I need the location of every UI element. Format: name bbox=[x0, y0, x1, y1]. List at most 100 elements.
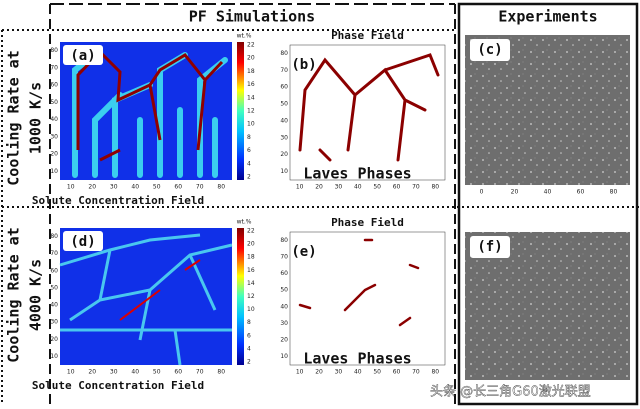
colorbar-tick-label: 14 bbox=[247, 280, 255, 287]
caption: Solute Concentration Field bbox=[32, 194, 204, 207]
x-tick-label: 70 bbox=[196, 184, 204, 191]
y-tick-label: 20 bbox=[280, 151, 288, 158]
colorbar bbox=[237, 228, 244, 365]
x-tick-label: 20 bbox=[315, 184, 323, 191]
colorbar-tick-label: 16 bbox=[247, 267, 255, 274]
x-tick-label: 20 bbox=[88, 369, 96, 376]
y-tick-label: 40 bbox=[50, 116, 58, 123]
y-tick-label: 40 bbox=[280, 303, 288, 310]
colorbar-tick-label: 4 bbox=[247, 160, 251, 167]
panel-title: Phase Field bbox=[331, 216, 404, 229]
y-tick-label: 10 bbox=[280, 168, 288, 175]
colorbar-tick-label: 8 bbox=[247, 319, 251, 326]
y-tick-label: 10 bbox=[50, 353, 58, 360]
y-tick-label: 10 bbox=[50, 168, 58, 175]
y-tick-label: 60 bbox=[50, 82, 58, 89]
colorbar-tick-label: 20 bbox=[247, 241, 255, 248]
y-tick-label: 80 bbox=[280, 50, 288, 57]
x-tick-label: 10 bbox=[296, 184, 304, 191]
y-tick-label: 20 bbox=[50, 336, 58, 343]
colorbar-unit: wt.% bbox=[237, 33, 252, 40]
x-tick-label: 40 bbox=[131, 184, 139, 191]
colorbar-tick-label: 12 bbox=[247, 108, 255, 115]
panel-label-bg bbox=[470, 236, 510, 258]
y-tick-label: 20 bbox=[280, 337, 288, 344]
colorbar-tick-label: 6 bbox=[247, 147, 251, 154]
y-tick-label: 60 bbox=[280, 270, 288, 277]
x-tick-label: 80 bbox=[217, 369, 225, 376]
colorbar-tick-label: 22 bbox=[247, 42, 255, 49]
x-tick-label: 60 bbox=[393, 369, 401, 376]
panel-title: Phase Field bbox=[331, 29, 404, 42]
x-tick-label: 40 bbox=[131, 369, 139, 376]
y-tick-label: 70 bbox=[50, 64, 58, 71]
panel-label-bg bbox=[63, 45, 103, 65]
y-tick-label: 20 bbox=[50, 151, 58, 158]
y-tick-label: 30 bbox=[50, 133, 58, 140]
x-tick-label: 70 bbox=[196, 369, 204, 376]
x-tick-label: 80 bbox=[217, 184, 225, 191]
x-tick-label: 20 bbox=[315, 369, 323, 376]
row-label: Cooling Rate at bbox=[5, 227, 23, 362]
colorbar-tick-label: 16 bbox=[247, 81, 255, 88]
y-tick-label: 80 bbox=[280, 237, 288, 244]
x-tick-label: 60 bbox=[174, 184, 182, 191]
x-tick-label: 50 bbox=[373, 184, 381, 191]
colorbar bbox=[237, 42, 244, 180]
x-tick-label: 80 bbox=[610, 189, 618, 196]
colorbar-tick-label: 22 bbox=[247, 228, 255, 235]
caption: Laves Phases bbox=[303, 165, 411, 183]
panel-label: (a) bbox=[70, 48, 95, 64]
x-tick-label: 40 bbox=[544, 189, 552, 196]
x-tick-label: 10 bbox=[67, 184, 75, 191]
x-tick-label: 20 bbox=[88, 184, 96, 191]
x-tick-label: 30 bbox=[335, 369, 343, 376]
y-tick-label: 70 bbox=[280, 67, 288, 74]
x-tick-label: 50 bbox=[153, 184, 161, 191]
x-tick-label: 30 bbox=[110, 184, 118, 191]
x-tick-label: 50 bbox=[373, 369, 381, 376]
colorbar-tick-label: 12 bbox=[247, 293, 255, 300]
colorbar-tick-label: 10 bbox=[247, 306, 255, 313]
colorbar-tick-label: 18 bbox=[247, 254, 255, 261]
x-tick-label: 80 bbox=[431, 184, 439, 191]
colorbar-tick-label: 10 bbox=[247, 121, 255, 128]
colorbar-tick-label: 2 bbox=[247, 174, 251, 181]
y-tick-label: 80 bbox=[50, 47, 58, 54]
y-tick-label: 40 bbox=[50, 302, 58, 309]
x-tick-label: 70 bbox=[412, 184, 420, 191]
x-tick-label: 70 bbox=[412, 369, 420, 376]
y-tick-label: 50 bbox=[280, 101, 288, 108]
x-tick-label: 0 bbox=[480, 189, 484, 196]
x-tick-label: 40 bbox=[354, 369, 362, 376]
caption: Laves Phases bbox=[303, 350, 411, 368]
phase-image bbox=[289, 231, 446, 366]
header: Experiments bbox=[498, 8, 597, 26]
colorbar-tick-label: 14 bbox=[247, 94, 255, 101]
colorbar-unit: wt.% bbox=[237, 219, 252, 226]
y-tick-label: 30 bbox=[280, 320, 288, 327]
x-tick-label: 60 bbox=[174, 369, 182, 376]
panel-label: (b) bbox=[291, 57, 316, 73]
y-tick-label: 60 bbox=[280, 84, 288, 91]
y-tick-label: 60 bbox=[50, 267, 58, 274]
row-label: 1000 K/s bbox=[27, 82, 45, 154]
x-tick-label: 30 bbox=[335, 184, 343, 191]
row-label: Cooling Rate at bbox=[5, 50, 23, 185]
panel-label: (d) bbox=[70, 234, 95, 250]
x-tick-label: 10 bbox=[67, 369, 75, 376]
x-tick-label: 50 bbox=[153, 369, 161, 376]
x-tick-label: 30 bbox=[110, 369, 118, 376]
colorbar-tick-label: 18 bbox=[247, 68, 255, 75]
colorbar-tick-label: 20 bbox=[247, 55, 255, 62]
colorbar-tick-label: 8 bbox=[247, 134, 251, 141]
colorbar-tick-label: 2 bbox=[247, 359, 251, 366]
y-tick-label: 30 bbox=[50, 319, 58, 326]
y-tick-label: 10 bbox=[280, 353, 288, 360]
watermark: 头条 @长三角G60激光联盟 bbox=[430, 384, 591, 400]
colorbar-tick-label: 4 bbox=[247, 345, 251, 352]
y-tick-label: 50 bbox=[50, 284, 58, 291]
y-tick-label: 50 bbox=[50, 99, 58, 106]
